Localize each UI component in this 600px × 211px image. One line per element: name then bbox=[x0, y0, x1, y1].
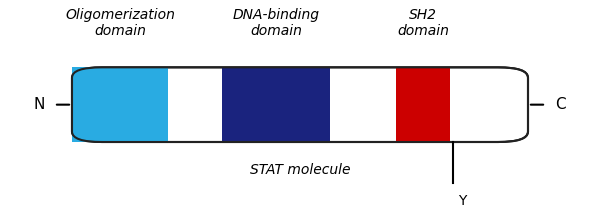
Text: Oligomerization
domain: Oligomerization domain bbox=[65, 8, 175, 38]
FancyBboxPatch shape bbox=[72, 67, 528, 142]
Text: Y: Y bbox=[458, 194, 466, 208]
Text: N: N bbox=[34, 97, 45, 112]
Text: DNA-binding
domain: DNA-binding domain bbox=[233, 8, 320, 38]
Text: C: C bbox=[555, 97, 566, 112]
Bar bbox=[222, 67, 330, 142]
Text: SH2
domain: SH2 domain bbox=[397, 8, 449, 38]
Text: STAT molecule: STAT molecule bbox=[250, 163, 350, 177]
Bar bbox=[72, 67, 168, 142]
Bar bbox=[396, 67, 450, 142]
